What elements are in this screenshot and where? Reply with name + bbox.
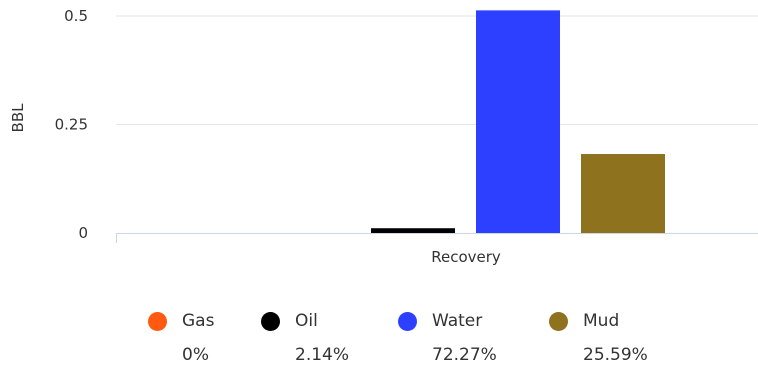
gridlines <box>116 15 758 125</box>
legend-percent-oil: 2.14% <box>295 345 350 365</box>
x-axis-category-label: Recovery <box>431 248 501 266</box>
legend-marker-mud <box>549 312 568 331</box>
chart: 0 0.25 0.5 Recovery BBL <box>9 7 758 266</box>
bars <box>371 10 665 233</box>
bar-oil[interactable] <box>371 228 455 233</box>
legend-label-oil: Oil <box>295 311 318 331</box>
legend-marker-gas <box>148 312 167 331</box>
y-tick-label: 0 <box>78 224 88 242</box>
y-axis-ticks: 0 0.25 0.5 <box>55 7 88 242</box>
legend-label-water: Water <box>432 311 483 331</box>
legend-marker-water <box>398 312 417 331</box>
bar-mud[interactable] <box>581 154 665 233</box>
legend-label-mud: Mud <box>583 311 620 331</box>
legend-percent-water: 72.27% <box>432 345 497 365</box>
legend-percent-gas: 0% <box>182 345 209 365</box>
bar-water[interactable] <box>476 10 560 233</box>
y-axis-title: BBL <box>9 103 27 133</box>
legend: Gas 0% Oil 2.14% Water 72.27% Mud 25.59% <box>0 308 758 366</box>
legend-label-gas: Gas <box>182 311 215 331</box>
y-tick-label: 0.5 <box>64 7 88 25</box>
legend-percent-mud: 25.59% <box>583 345 648 365</box>
legend-marker-oil <box>261 312 280 331</box>
y-tick-label: 0.25 <box>55 116 88 134</box>
